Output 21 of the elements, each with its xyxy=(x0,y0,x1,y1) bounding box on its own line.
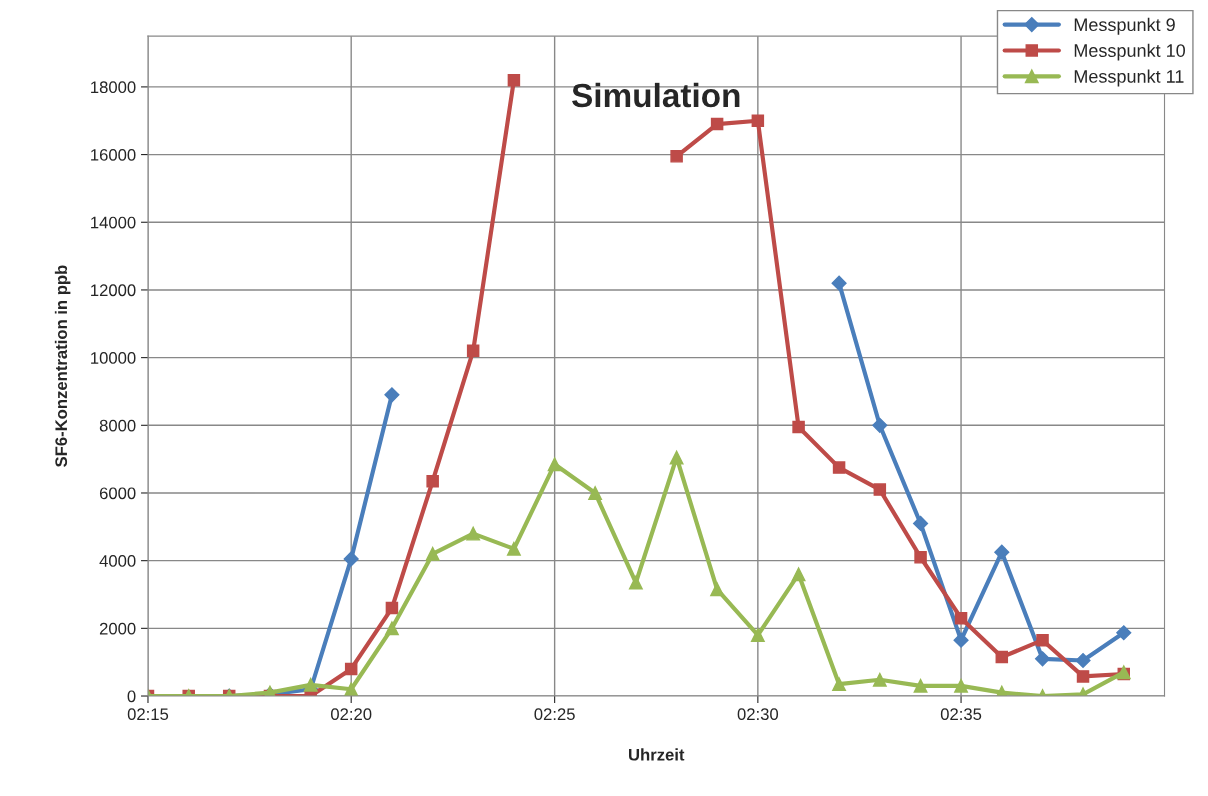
text: Simulation xyxy=(572,82,740,108)
y-tick-label: 14000 xyxy=(91,216,136,229)
x-tick-label: 02:30 xyxy=(737,708,779,721)
y-tick-label: 12000 xyxy=(91,284,136,297)
legend-label: Messpunkt 10 xyxy=(1074,43,1186,61)
y-tick-label: 16000 xyxy=(91,148,136,161)
x-axis-title: Uhrzeit xyxy=(629,748,685,761)
y-axis-title: SF6-Konzentration in ppb xyxy=(54,265,71,467)
x-tick-label: 02:35 xyxy=(940,708,982,721)
legend-label: Messpunkt 9 xyxy=(1074,17,1175,35)
x-tick-label: 02:20 xyxy=(330,708,372,721)
y-tick-label: 0 xyxy=(127,690,136,703)
y-tick-label: 10000 xyxy=(91,352,136,364)
x-tick-label: 02:15 xyxy=(127,708,169,721)
y-tick-label: 6000 xyxy=(99,487,136,500)
y-tick-label: 18000 xyxy=(91,81,136,94)
y-tick-label: 2000 xyxy=(99,622,136,635)
y-tick-label: 8000 xyxy=(99,419,136,432)
legend-label: Messpunkt 11 xyxy=(1074,69,1184,87)
x-tick-label: 02:25 xyxy=(534,708,575,721)
y-tick-label: 4000 xyxy=(99,555,136,567)
